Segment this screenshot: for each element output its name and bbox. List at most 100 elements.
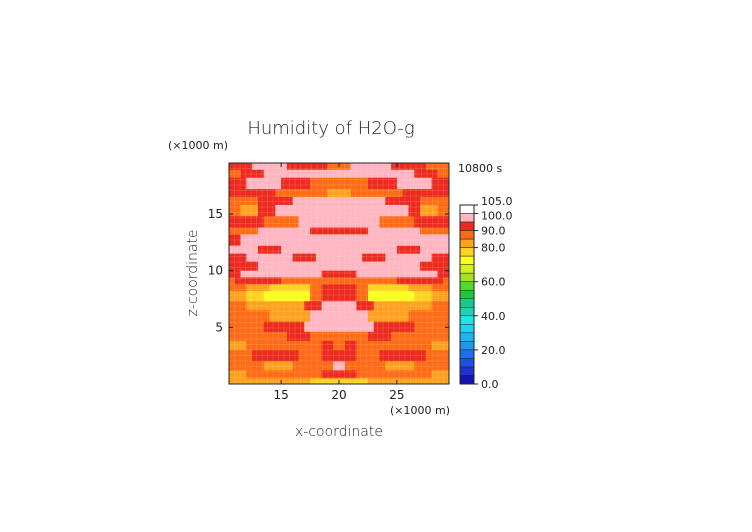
- colorbar-band: [459, 307, 475, 317]
- field-cell: [229, 331, 288, 342]
- field-cell: [229, 301, 247, 311]
- field-cell: [396, 177, 433, 190]
- x-tick-label: 20: [331, 388, 346, 402]
- field-cell: [229, 261, 259, 272]
- field-cell: [246, 177, 282, 190]
- field-cell: [257, 204, 276, 217]
- field-cell: [263, 361, 294, 371]
- field-cell: [298, 216, 380, 228]
- field-cell: [356, 350, 380, 362]
- field-cell: [396, 277, 444, 285]
- field-cell: [286, 163, 328, 171]
- field-cell: [281, 245, 398, 255]
- field-cell: [246, 253, 294, 262]
- colorbar-band: [459, 221, 475, 231]
- field-cell: [385, 253, 433, 262]
- field-cell: [379, 350, 427, 362]
- field-cell: [229, 245, 259, 255]
- x-unit-label: (×1000 m): [390, 404, 450, 417]
- field-cell: [229, 177, 247, 190]
- field-cell: [275, 189, 328, 198]
- field-cell: [240, 169, 265, 179]
- field-cell: [310, 331, 369, 342]
- field-cell: [408, 284, 433, 292]
- colorbar-tick-label: 60.0: [481, 276, 506, 289]
- field-cell: [391, 331, 450, 342]
- field-cell: [229, 284, 247, 292]
- field-cell: [420, 204, 438, 217]
- colorbar-band: [459, 341, 475, 351]
- colorbar-band: [459, 332, 475, 342]
- field-cell: [246, 284, 270, 292]
- field-cell: [344, 340, 357, 351]
- field-cell: [315, 253, 363, 262]
- field-cell: [263, 321, 305, 333]
- field-cell: [443, 277, 450, 285]
- field-cell: [257, 197, 294, 206]
- field-cell: [414, 361, 450, 371]
- field-cell: [229, 216, 265, 228]
- field-cell: [431, 284, 450, 292]
- field-cell: [229, 204, 241, 217]
- field-cell: [414, 321, 450, 333]
- field-cell: [367, 310, 409, 323]
- field-cell: [321, 340, 334, 351]
- field-cell: [310, 177, 369, 190]
- colorbar-band: [459, 358, 475, 368]
- colorbar-band: [459, 324, 475, 334]
- field-cell: [229, 340, 247, 351]
- field-cell: [350, 163, 392, 171]
- colorbar-band: [459, 255, 475, 265]
- field-cell: [304, 301, 323, 311]
- field-cell: [431, 301, 450, 311]
- field-cell: [350, 189, 404, 198]
- field-cell: [431, 177, 450, 190]
- field-cell: [246, 301, 305, 311]
- colorbar-band: [459, 230, 475, 240]
- colorbar-tick-label: 100.0: [481, 210, 513, 223]
- colorbar-band: [459, 264, 475, 274]
- field-cell: [437, 204, 450, 217]
- field-cell: [229, 227, 259, 235]
- field-cell: [229, 169, 241, 179]
- field-cell: [229, 270, 241, 278]
- field-cell: [310, 291, 323, 302]
- field-cell: [367, 291, 415, 302]
- field-cell: [229, 378, 311, 385]
- colorbar-band: [459, 375, 475, 385]
- field-cell: [431, 370, 450, 379]
- field-cell: [229, 350, 253, 362]
- time-label: 10800 s: [458, 162, 502, 175]
- colorbar-band: [459, 213, 475, 223]
- x-axis-ticks: 15 20 25: [273, 163, 405, 402]
- field-cell: [356, 301, 375, 311]
- field-cell: [229, 321, 265, 333]
- field-cell: [373, 301, 433, 311]
- field-cell: [240, 204, 259, 217]
- field-cell: [240, 234, 450, 247]
- mesh-grid: [228, 162, 450, 384]
- field-cell: [275, 204, 409, 217]
- field-cell: [263, 169, 415, 179]
- field-cell: [414, 169, 438, 179]
- colorbar-band: [459, 204, 475, 214]
- field-cell: [367, 331, 392, 342]
- field-cell: [408, 204, 421, 217]
- field-cell: [321, 291, 357, 302]
- field-cell: [431, 253, 450, 262]
- field-cell: [298, 350, 323, 362]
- chart-title: Humidity of H2O-g: [247, 118, 414, 139]
- x-axis-label: x-coordinate: [295, 424, 383, 440]
- field-cell: [373, 321, 415, 333]
- field-cell: [321, 284, 357, 292]
- field-cell: [321, 270, 357, 278]
- field-cell: [269, 310, 311, 323]
- field-cell: [379, 216, 415, 228]
- field-cell: [292, 361, 334, 371]
- field-cell: [304, 321, 375, 333]
- x-tick-label: 25: [389, 388, 404, 402]
- field-cell: [269, 284, 311, 292]
- field-cell: [385, 361, 415, 371]
- field-cell: [420, 261, 450, 272]
